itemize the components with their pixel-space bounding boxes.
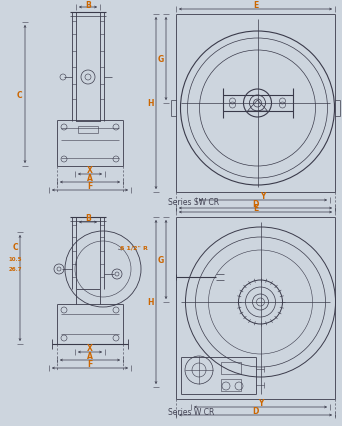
Text: B: B	[85, 2, 91, 11]
Text: F: F	[87, 182, 93, 191]
Bar	[221, 379, 241, 391]
Text: G: G	[158, 256, 164, 265]
Text: A: A	[87, 352, 93, 361]
Text: B: B	[85, 214, 91, 223]
Text: H: H	[148, 298, 154, 307]
Text: Series W CR: Series W CR	[168, 408, 214, 417]
Text: C: C	[16, 90, 22, 99]
Text: E: E	[253, 2, 258, 11]
Text: X: X	[87, 344, 93, 353]
Text: 6 1/2" R: 6 1/2" R	[120, 245, 148, 250]
Text: 26.7: 26.7	[8, 267, 22, 272]
Text: G: G	[158, 55, 164, 64]
Text: Series SW CR: Series SW CR	[168, 198, 219, 207]
Text: Y: Y	[258, 399, 263, 408]
Text: H: H	[148, 99, 154, 108]
Text: E: E	[253, 204, 258, 213]
Text: D: D	[252, 406, 259, 415]
Text: A: A	[87, 174, 93, 183]
Text: C: C	[12, 243, 18, 252]
Text: D: D	[252, 200, 259, 209]
Text: 10.5: 10.5	[8, 257, 22, 262]
Text: X: X	[87, 166, 93, 175]
Text: Y: Y	[260, 192, 266, 201]
Bar	[221, 362, 241, 374]
Text: F: F	[87, 360, 93, 368]
